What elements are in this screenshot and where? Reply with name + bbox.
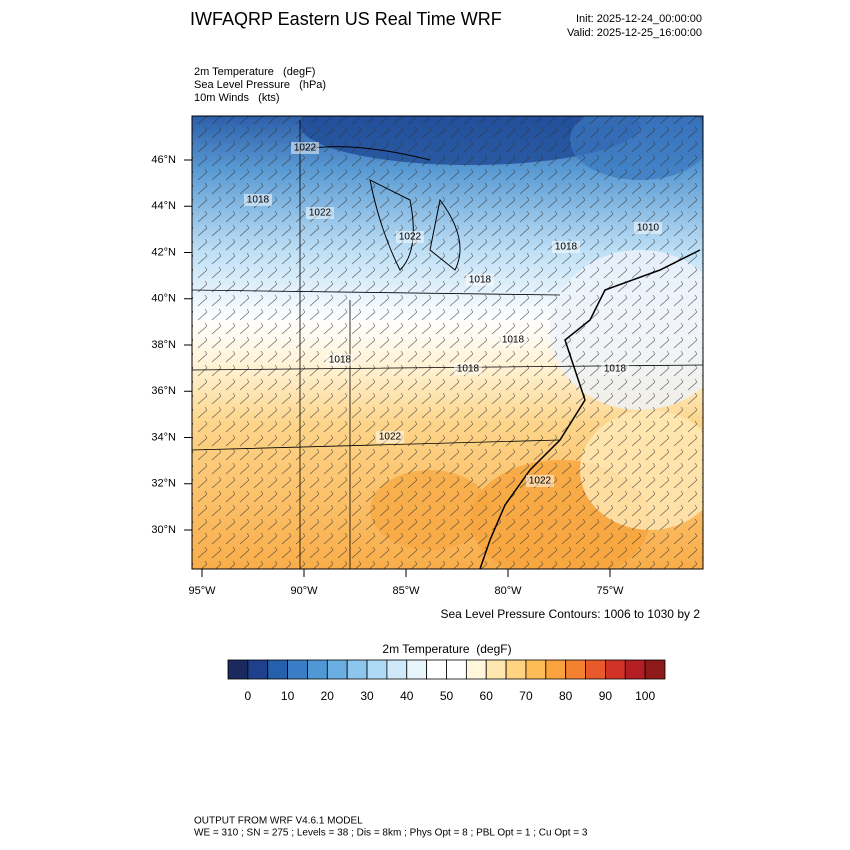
colorbar-box <box>366 659 388 680</box>
contour-label-box <box>466 274 494 286</box>
lat-label: 46°N <box>151 154 176 166</box>
lat-label: 38°N <box>151 339 176 351</box>
colorbar-tick-label: 0 <box>245 689 252 703</box>
contour-label-box <box>396 231 424 243</box>
colorbar-box <box>287 659 308 680</box>
map-field <box>192 116 703 569</box>
contour-label: 1010 <box>637 223 660 234</box>
lat-label: 32°N <box>151 478 176 490</box>
valid-time: Valid: 2025-12-25_16:00:00 <box>567 27 702 39</box>
contour-label-box <box>552 241 580 253</box>
colorbar-box <box>326 659 348 680</box>
colorbar-tick-label: 70 <box>519 689 533 703</box>
contour-label: 1022 <box>529 476 552 487</box>
colorbar-box <box>247 659 269 680</box>
contour-label: 1018 <box>457 364 480 375</box>
lat-label: 40°N <box>151 293 176 305</box>
lat-label: 42°N <box>151 246 176 258</box>
colorbar-box <box>644 659 666 680</box>
map-frame <box>191 115 704 570</box>
colorbar-box <box>525 659 547 680</box>
contour-label: 1022 <box>294 143 317 154</box>
colorbar-box <box>505 659 527 680</box>
lon-label: 75°W <box>596 585 624 597</box>
colorbar-box <box>605 659 626 680</box>
contour-label-box <box>634 222 662 234</box>
colorbar-box <box>346 659 368 680</box>
colorbar-box <box>307 659 328 680</box>
contour-label-box <box>499 334 527 346</box>
footer-line: WE = 310 ; SN = 275 ; Levels = 38 ; Dis … <box>194 828 588 839</box>
colorbar-box <box>446 659 467 680</box>
contour-label-box <box>454 363 482 375</box>
contour-label-box <box>376 431 404 443</box>
colorbar-tick-label: 10 <box>281 689 295 703</box>
colorbar-tick-label: 20 <box>321 689 335 703</box>
contour-label: 1018 <box>247 195 270 206</box>
footer-line: OUTPUT FROM WRF V4.6.1 MODEL <box>194 816 363 827</box>
colorbar-box <box>585 659 606 680</box>
colorbar-box <box>426 659 447 680</box>
colorbar-box <box>227 659 249 680</box>
colorbar-box <box>267 659 288 680</box>
contour-label-box <box>244 194 272 206</box>
contour-label-box <box>326 354 354 366</box>
colorbar-title: 2m Temperature (degF) <box>382 642 511 656</box>
field-name: Sea Level Pressure (hPa) <box>194 79 326 91</box>
contour-label: 1018 <box>502 335 525 346</box>
contour-label-box <box>306 207 334 219</box>
contour-label-box <box>601 363 629 375</box>
contour-label: 1018 <box>329 355 352 366</box>
lat-label: 36°N <box>151 385 176 397</box>
colorbar-box <box>465 659 487 680</box>
lat-label: 30°N <box>151 524 176 536</box>
lon-label: 90°W <box>290 585 318 597</box>
lon-label: 85°W <box>392 585 420 597</box>
colorbar-tick-label: 60 <box>480 689 494 703</box>
colorbar-box <box>624 659 646 680</box>
contour-label: 1018 <box>469 275 492 286</box>
colorbar-box <box>565 659 586 680</box>
lat-label: 34°N <box>151 431 176 443</box>
colorbar-box <box>545 659 567 680</box>
colorbar-tick-label: 80 <box>559 689 573 703</box>
contour-note: Sea Level Pressure Contours: 1006 to 103… <box>441 607 701 621</box>
field-name: 2m Temperature (degF) <box>194 66 315 78</box>
colorbar-tick-label: 30 <box>360 689 374 703</box>
contour-label: 1022 <box>309 208 332 219</box>
lon-label: 95°W <box>188 585 216 597</box>
contour-label-box <box>291 142 319 154</box>
field-name: 10m Winds (kts) <box>194 92 280 104</box>
contour-label: 1018 <box>604 364 627 375</box>
title: IWFAQRP Eastern US Real Time WRF <box>190 9 502 29</box>
colorbar-tick-label: 90 <box>599 689 613 703</box>
colorbar-box <box>485 659 507 680</box>
colorbar-box <box>386 659 408 680</box>
contour-label: 1018 <box>555 242 578 253</box>
lat-label: 44°N <box>151 200 176 212</box>
contour-label: 1022 <box>399 232 422 243</box>
colorbar-tick-label: 50 <box>440 689 454 703</box>
contour-label-box <box>526 475 554 487</box>
contour-label: 1022 <box>379 432 402 443</box>
colorbar-tick-label: 100 <box>635 689 655 703</box>
colorbar-box <box>406 659 428 680</box>
colorbar-tick-label: 40 <box>400 689 414 703</box>
init-time: Init: 2025-12-24_00:00:00 <box>576 13 702 25</box>
lon-label: 80°W <box>494 585 522 597</box>
